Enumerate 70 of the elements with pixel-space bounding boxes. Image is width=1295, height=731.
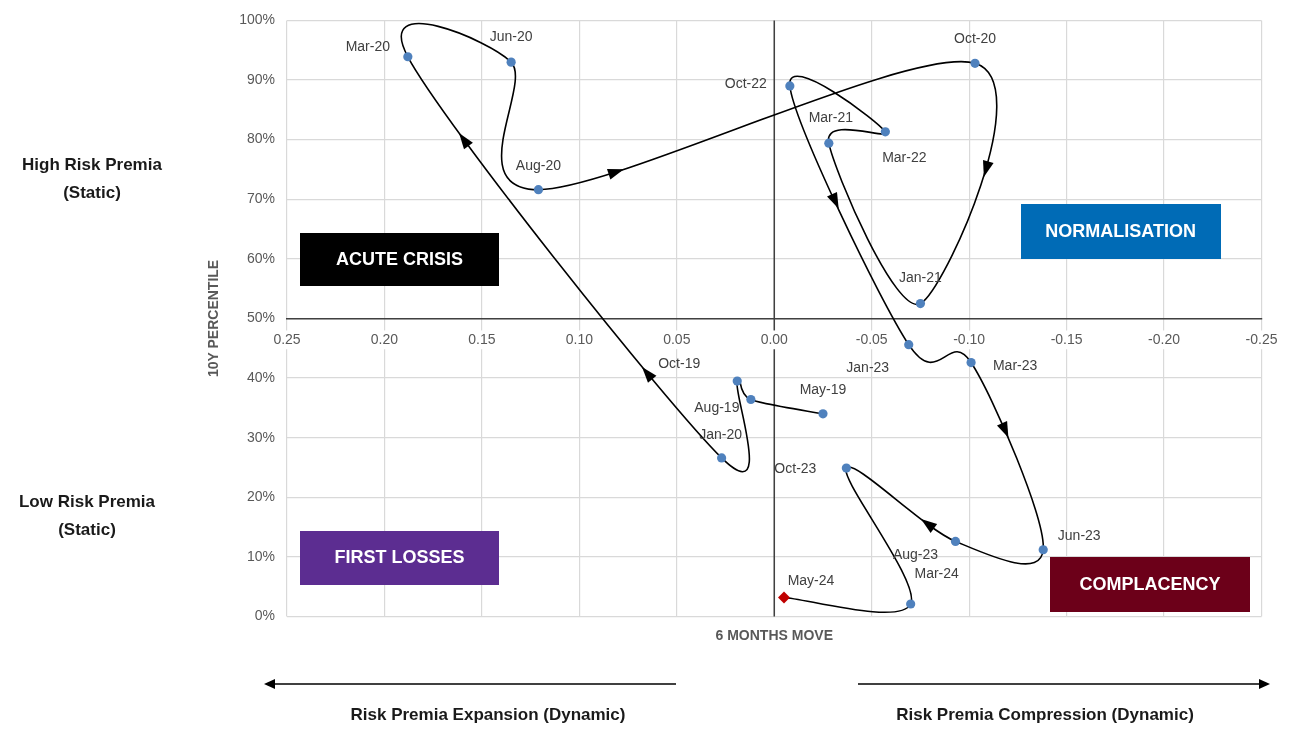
annotation: Mar-23 xyxy=(992,357,1038,374)
x-tick-label: -0.10 xyxy=(953,330,986,347)
annotation: Mar-22 xyxy=(882,148,927,165)
annotation: NORMALISATION xyxy=(1045,221,1196,243)
annotation: Mar-20 xyxy=(345,37,391,54)
y-tick-label: 60% xyxy=(246,249,275,266)
x-tick-label: 0.00 xyxy=(760,330,789,347)
text: Risk Premia Compression (Dynamic) xyxy=(896,705,1194,724)
point xyxy=(732,376,742,386)
point xyxy=(904,340,914,350)
point xyxy=(818,409,828,419)
point xyxy=(1038,545,1048,555)
annotation: Jun-20 xyxy=(489,27,533,44)
point xyxy=(880,127,890,137)
annotation: Jan-21 xyxy=(899,269,943,286)
point xyxy=(950,536,961,546)
y-tick-label: 90% xyxy=(246,70,275,87)
x-tick-label: -0.15 xyxy=(1050,330,1083,347)
point xyxy=(403,52,413,62)
annotation: Oct-22 xyxy=(724,74,768,91)
point xyxy=(785,81,795,91)
text: High Risk Premia (Static) xyxy=(22,155,162,202)
annotation: Jan-20 xyxy=(699,425,743,442)
annotation: May-24 xyxy=(787,572,835,589)
annotation: ACUTE CRISIS xyxy=(336,248,464,270)
y-tick-label: 80% xyxy=(246,130,275,147)
annotation: Mar-24 xyxy=(914,564,960,581)
point xyxy=(778,591,790,604)
point xyxy=(966,357,976,368)
x-tick-label: -0.20 xyxy=(1148,330,1181,347)
x-tick-label: 0.10 xyxy=(565,330,594,347)
point xyxy=(533,185,544,195)
text: Low Risk Premia (Static) xyxy=(18,492,156,539)
annotation: Oct-20 xyxy=(953,30,997,47)
y-tick-label: 30% xyxy=(246,428,275,445)
point xyxy=(506,57,516,67)
annotation: May-19 xyxy=(799,380,847,397)
y-axis-title: 10Y PERCENTILE xyxy=(205,259,222,378)
annotation: Jan-23 xyxy=(846,358,890,375)
annotation: FIRST LOSSES xyxy=(334,547,465,569)
annotation: Aug-23 xyxy=(892,546,939,563)
x-tick-label: -0.25 xyxy=(1245,330,1278,347)
x-axis-title: 6 MONTHS MOVE xyxy=(715,626,833,643)
y-tick-label: 70% xyxy=(246,190,275,207)
annotation: Oct-19 xyxy=(658,354,701,371)
x-tick-label: 0.15 xyxy=(468,330,496,347)
x-tick-label: 0.25 xyxy=(273,330,301,347)
point xyxy=(717,453,727,463)
point xyxy=(915,298,926,309)
annotation: Aug-20 xyxy=(515,156,562,173)
annotation: Aug-19 xyxy=(694,399,740,416)
y-tick-label: 40% xyxy=(246,368,275,385)
y-tick-label: 20% xyxy=(246,488,275,505)
point xyxy=(841,463,851,473)
x-tick-label: 0.05 xyxy=(663,330,691,347)
annotation: Mar-21 xyxy=(808,109,854,126)
x-tick-label: -0.05 xyxy=(855,330,888,347)
y-tick-label: 100% xyxy=(239,11,275,28)
x-tick-label: 0.20 xyxy=(370,330,399,347)
y-tick-label: 0% xyxy=(254,607,275,624)
point xyxy=(970,58,980,68)
y-tick-label: 10% xyxy=(246,547,275,564)
y-tick-label: 50% xyxy=(246,309,275,326)
annotation: Oct-23 xyxy=(774,459,817,476)
text: Risk Premia Expansion (Dynamic) xyxy=(350,705,626,724)
point xyxy=(906,599,916,609)
point xyxy=(746,394,756,405)
annotation: COMPLACENCY xyxy=(1079,574,1221,596)
annotation: Jun-23 xyxy=(1057,526,1101,543)
point xyxy=(824,138,834,148)
